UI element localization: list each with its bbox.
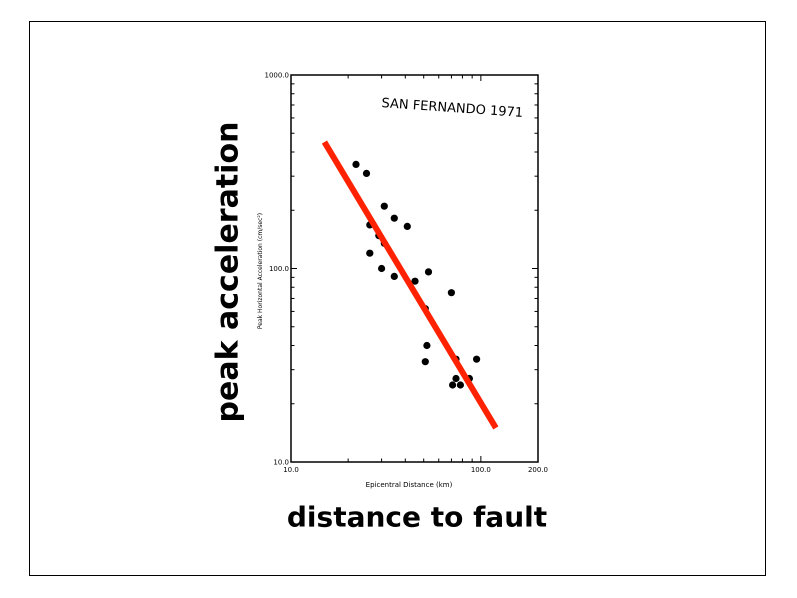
y-axis-title: peak acceleration <box>210 121 246 423</box>
data-points <box>352 160 481 389</box>
y-tick-label: 10.0 <box>273 459 289 467</box>
trend-line <box>321 140 499 430</box>
data-point <box>424 268 433 276</box>
y-tick-label: 1000.0 <box>265 72 290 80</box>
x-axis-label: Epicentral Distance (km) <box>366 481 453 489</box>
data-point <box>380 202 388 210</box>
data-point <box>411 277 419 285</box>
slide-frame <box>29 21 766 576</box>
data-point <box>473 355 481 363</box>
data-point <box>447 289 455 297</box>
y-tick-label: 100.0 <box>269 265 289 273</box>
x-tick-label: 100.0 <box>471 466 491 474</box>
data-point <box>403 222 411 230</box>
data-point <box>362 169 371 177</box>
plot-area <box>290 74 539 463</box>
x-tick-label: 200.0 <box>528 466 548 474</box>
data-point <box>390 272 398 280</box>
data-point <box>449 381 457 389</box>
x-tick-label: 10.0 <box>283 466 299 474</box>
data-point <box>378 264 386 273</box>
data-point <box>423 341 431 350</box>
y-axis-label: Peak Horizontal Acceleration (cm/sec²) <box>257 213 264 329</box>
data-point <box>421 358 429 366</box>
data-point <box>366 249 374 257</box>
data-point <box>452 374 460 383</box>
data-point <box>390 214 398 222</box>
data-point <box>352 160 360 168</box>
axis-ticks: 10.0 100.0 1000.0 10.0 100.0 200.0 <box>265 72 549 475</box>
x-axis-title: distance to fault <box>286 500 548 534</box>
chart-annotation: SAN FERNANDO 1971 <box>381 96 523 121</box>
data-point <box>456 381 464 389</box>
